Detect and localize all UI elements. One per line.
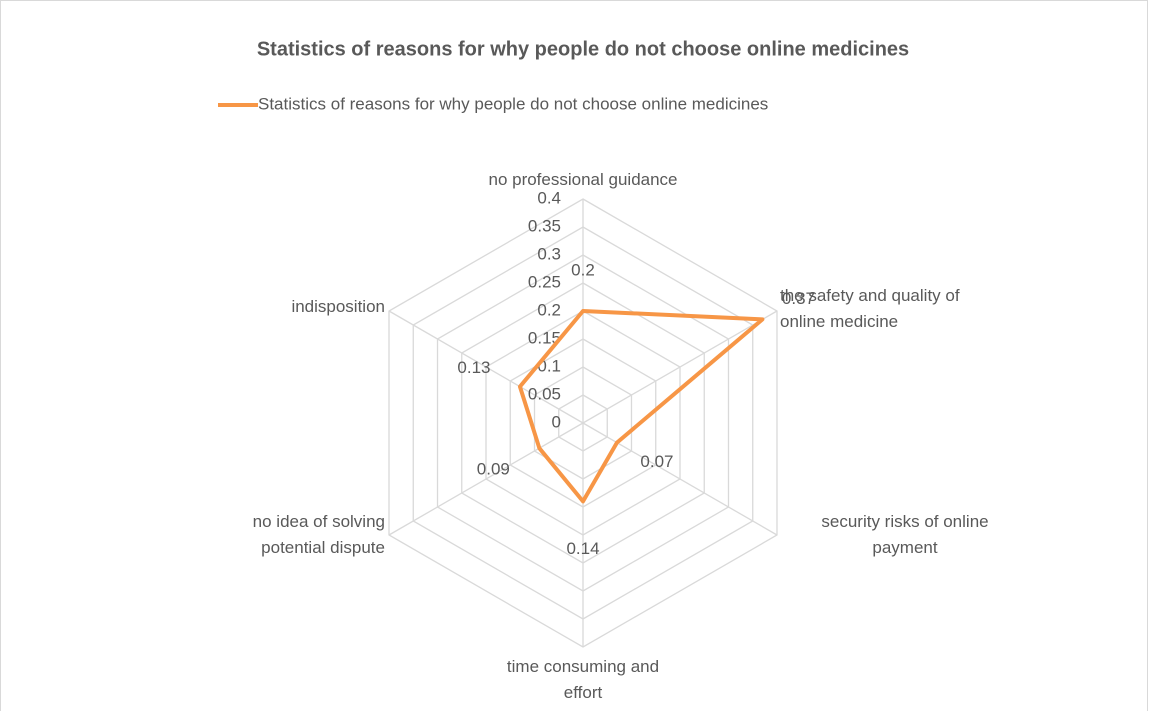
tick-label: 0.35 — [528, 216, 561, 235]
category-label-line: online medicine — [780, 312, 898, 331]
category-label: no idea of solving potential dispute — [253, 512, 385, 557]
data-label: 0.09 — [477, 460, 510, 479]
category-label: security risks of online payment — [821, 512, 988, 557]
category-label: indisposition — [291, 297, 385, 316]
axis-spoke — [388, 310, 584, 424]
data-label: 0.37 — [782, 289, 815, 308]
category-label-line: payment — [872, 538, 937, 557]
tick-label: 0 — [552, 412, 561, 431]
legend-label: Statistics of reasons for why people do … — [258, 94, 768, 113]
category-label-line: no idea of solving — [253, 512, 385, 531]
axis-spoke — [582, 310, 778, 424]
category-label-line: the safety and quality of — [780, 286, 960, 305]
tick-label: 0.3 — [537, 244, 561, 263]
category-label-line: potential dispute — [261, 538, 385, 557]
category-label-line: effort — [564, 683, 603, 702]
category-label: no professional guidance — [488, 170, 677, 189]
tick-label: 0.4 — [537, 188, 561, 207]
category-label-line: no professional guidance — [488, 170, 677, 189]
axis-spoke — [388, 422, 584, 536]
category-label-line: time consuming and — [507, 657, 659, 676]
tick-label: 0.2 — [537, 300, 561, 319]
radar-line — [517, 309, 765, 504]
data-label: 0.2 — [571, 260, 595, 279]
category-label-line: security risks of online — [821, 512, 988, 531]
category-label: time consuming and effort — [507, 657, 659, 702]
data-label: 0.07 — [640, 452, 673, 471]
tick-label: 0.05 — [528, 384, 561, 403]
category-label: the safety and quality of online medicine — [780, 286, 960, 331]
category-label-line: indisposition — [291, 297, 385, 316]
chart-title: Statistics of reasons for why people do … — [257, 38, 909, 60]
tick-label: 0.15 — [528, 328, 561, 347]
data-label: 0.14 — [566, 539, 599, 558]
data-label: 0.13 — [457, 358, 490, 377]
tick-label: 0.25 — [528, 272, 561, 291]
